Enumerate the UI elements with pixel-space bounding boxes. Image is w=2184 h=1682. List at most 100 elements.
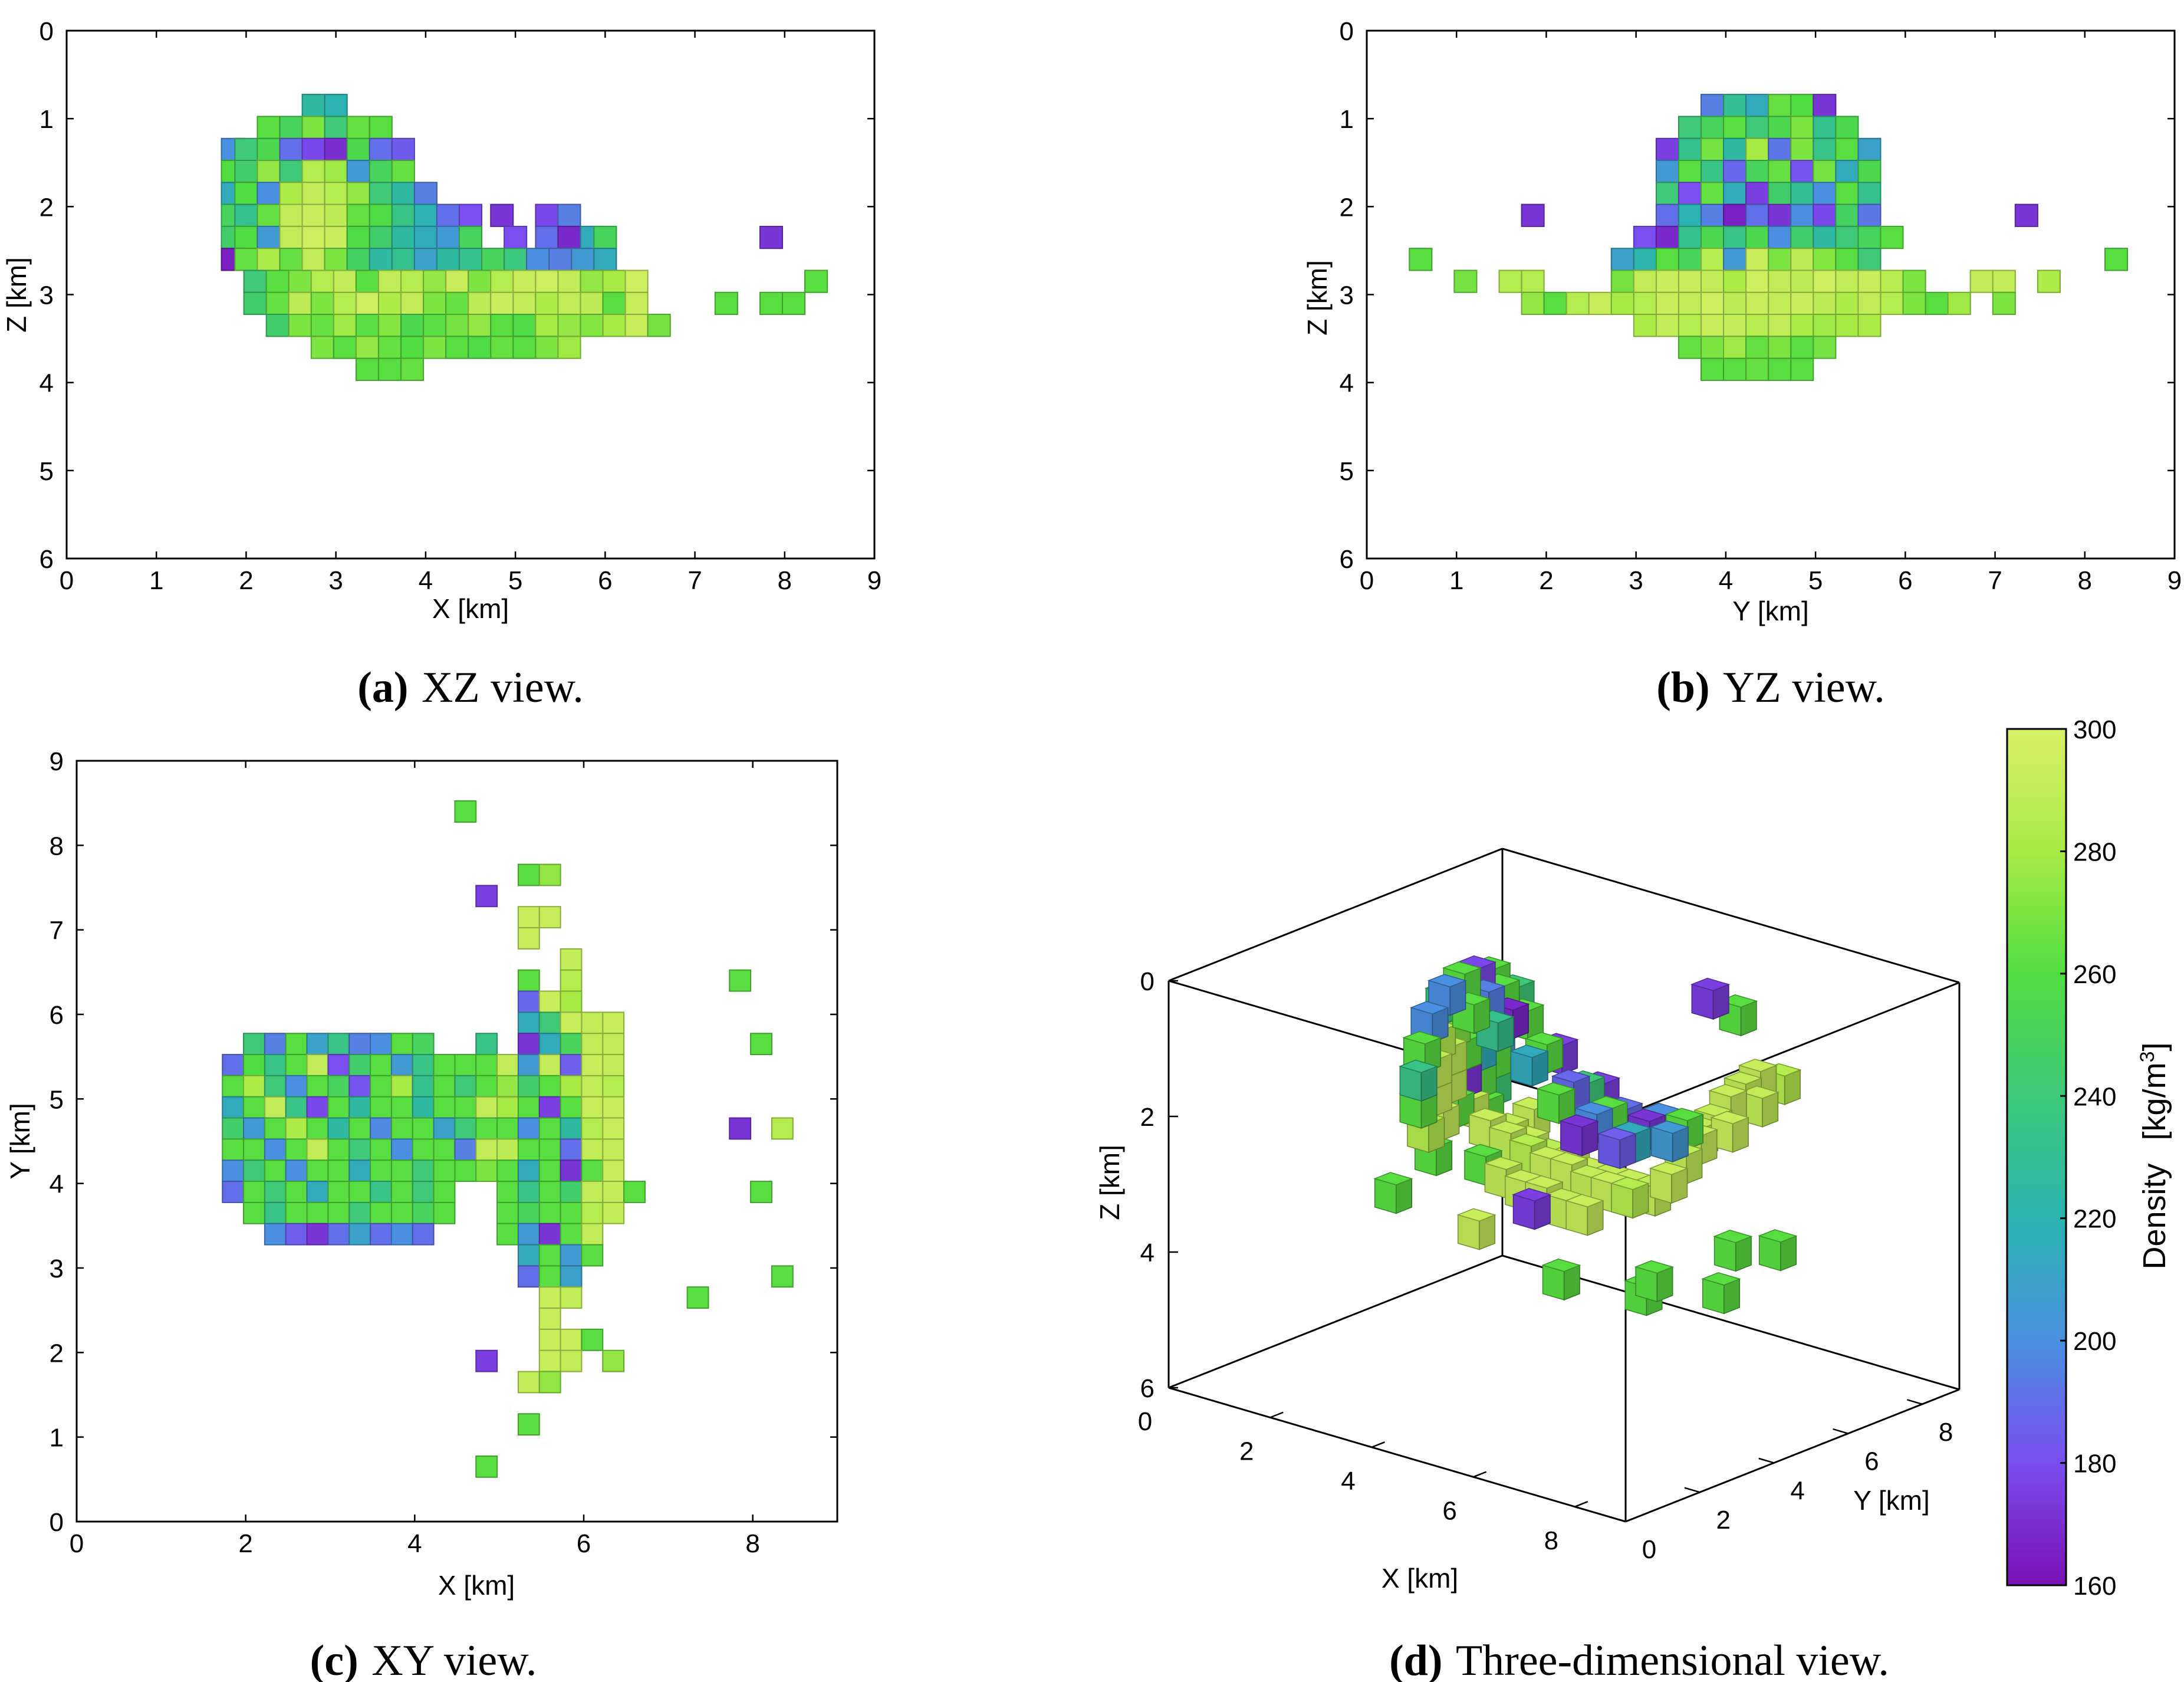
voxel-cell [327,1138,350,1161]
voxel-cell [517,969,540,992]
voxel-face-top [1442,961,1482,975]
voxel-cell [279,248,303,271]
voxel-cell [1723,203,1747,227]
voxel-face-top [1512,1188,1552,1201]
voxel-cell [1835,314,1859,337]
voxel-cell [285,1033,308,1056]
voxel-cell [1565,291,1590,316]
voxel-cell [458,203,483,227]
voxel-cell [1655,160,1679,183]
voxel-cell [413,203,438,227]
panel-d-xlabel: X [km] [1382,1563,1458,1594]
voxel-cell [377,314,402,337]
voxel-cell [1813,291,1837,316]
voxel-cell [512,270,537,293]
voxel-cell [1723,182,1747,205]
voxel-cube [1610,1177,1650,1219]
voxel-cell [327,1096,350,1119]
voxel-cell [538,1328,561,1351]
voxel-cell [234,137,258,162]
panel-a-xz-view: 0 1 2 3 4 5 6 7 8 9 0 1 2 3 4 5 6 X [km] Z [km] (a) XZ v… [1,17,882,712]
x-tick-label: 5 [508,566,522,595]
voxel-cell [517,1054,540,1076]
voxel-cell [686,1286,709,1309]
voxel-cell [560,1328,583,1351]
voxel-cell [1813,116,1837,139]
voxel-cell [243,1054,265,1076]
voxel-cell [285,1117,308,1140]
voxel-cell [538,1117,561,1140]
z-tick-label: 0 [1140,967,1155,996]
voxel-cell [490,336,514,359]
voxel-cell [348,1096,371,1119]
voxel-cell [285,1075,308,1098]
voxel-cell [560,990,583,1013]
voxel-cell [1723,314,1747,337]
panel-d-3d-view: 0 2 4 6 0 2 4 6 8 0 2 4 6 8 Z [km] X [km] Y [km] (d) … [1094,847,1961,1682]
voxel-cell [454,1096,477,1119]
voxel-cell [490,203,514,227]
voxel-cell [1768,160,1792,183]
voxel-cell [348,1223,371,1246]
voxel-cell [538,1223,561,1246]
voxel-face-top [1723,1071,1763,1085]
voxel-cell [306,1075,329,1098]
voxel-cell [222,1096,245,1119]
box-edge [1168,1254,1503,1389]
voxel-face-top [1713,1230,1753,1243]
voxel-cell [370,1201,392,1224]
panel-d-caption-text: Three-dimensional view. [1456,1637,1889,1682]
voxel-cell [301,94,325,117]
voxel-cell [535,314,559,337]
voxel-cube [1650,1120,1690,1163]
voxel-cell [580,314,604,337]
voxel-cell [496,1054,519,1076]
voxel-cell [306,1117,329,1140]
voxel-cell [369,225,393,249]
voxel-cell [581,1181,604,1203]
voxel-cell [327,1223,350,1246]
voxel-cell [560,1054,583,1076]
voxel-cell [1857,270,1882,293]
voxel-cell [1701,182,1725,205]
voxel-face-top [1456,1208,1496,1222]
voxel-cell [436,225,460,249]
voxel-cell [538,1096,561,1119]
y-tick-label: 4 [50,1170,64,1199]
voxel-cell [433,1054,456,1076]
voxel-cell [526,248,550,271]
colorbar-gradient [2006,728,2067,1586]
voxel-cell [496,1201,519,1224]
voxel-cell [1790,291,1814,316]
voxel-face-top [1488,1121,1528,1134]
voxel-cell [538,1286,561,1309]
voxel-cell [301,160,325,183]
x-tick [1269,1411,1284,1418]
voxel-cell [538,1265,561,1288]
voxel-face-top [1509,1044,1550,1058]
voxel-cell [412,1117,435,1140]
voxel-cell [1701,160,1725,183]
voxel-cell [538,1075,561,1098]
voxel-cell [538,906,561,929]
colorbar-tick-label: 260 [2073,960,2116,989]
y-tick-label: 5 [50,1085,64,1114]
x-tick-label: 0 [1360,566,1374,595]
voxel-cell [1633,314,1657,337]
voxel-face-top [1574,1102,1614,1115]
voxel-cell [1588,291,1612,316]
voxel-cell [306,1054,329,1076]
voxel-cell [1745,160,1769,183]
voxel-face-top [1551,1069,1591,1083]
voxel-cell [1701,270,1725,293]
voxel-cell [624,270,649,293]
voxel-cell [285,1096,308,1119]
voxel-cell [496,1075,519,1098]
panel-a-xlabel: X [km] [432,593,509,624]
voxel-cell [602,1181,625,1203]
voxel-cell [346,225,370,249]
voxel-cell [454,1117,477,1140]
voxel-cell [1723,291,1747,316]
box-edge [1168,1387,1626,1523]
voxel-cell [324,160,348,183]
